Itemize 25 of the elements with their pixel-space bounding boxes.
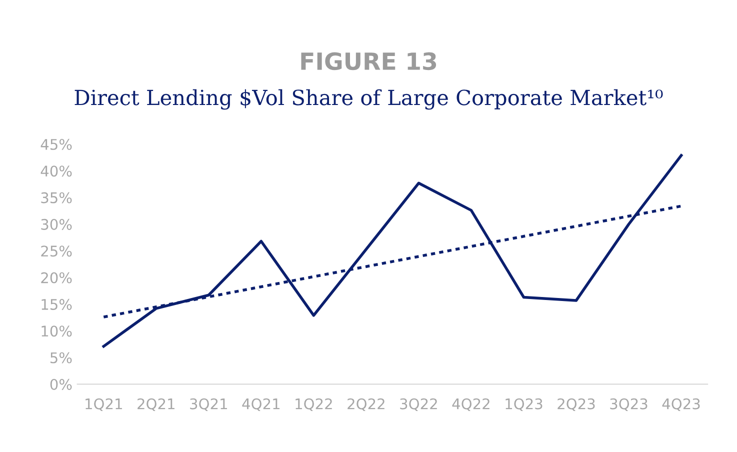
y-tick-label: 30% — [41, 218, 72, 230]
x-tick-label: 4Q21 — [242, 398, 280, 412]
x-tick-label: 4Q22 — [452, 398, 490, 412]
x-tick-label: 1Q23 — [506, 398, 542, 412]
x-tick-label: 3Q22 — [400, 398, 437, 412]
y-tick-label: 5% — [50, 352, 72, 364]
x-tick-label: 3Q23 — [610, 398, 648, 412]
x-tick-label: 1Q22 — [296, 398, 332, 412]
x-tick-label: 4Q23 — [662, 398, 700, 412]
y-tick-label: 20% — [41, 272, 72, 284]
y-tick-label: 15% — [42, 298, 72, 310]
y-tick-label: 10% — [42, 326, 72, 337]
y-tick-label: 25% — [41, 246, 72, 257]
y-tick-label: 35% — [41, 192, 72, 204]
y-tick-label: 45% — [40, 138, 72, 150]
chart-subtitle: Direct Lending $Vol Share of Large Corporate Market¹⁰ — [74, 89, 663, 110]
x-tick-label: 3Q21 — [190, 398, 227, 412]
x-tick-label: 2Q21 — [138, 398, 174, 412]
x-tick-label: 2Q23 — [558, 398, 595, 412]
line-series — [102, 154, 683, 348]
x-tick-label: 1Q21 — [86, 398, 122, 412]
chart-title: FIGURE 13 — [301, 52, 436, 70]
y-tick-label: 40% — [40, 166, 72, 177]
x-tick-label: 2Q22 — [348, 398, 384, 412]
y-tick-label: 0% — [50, 378, 72, 390]
